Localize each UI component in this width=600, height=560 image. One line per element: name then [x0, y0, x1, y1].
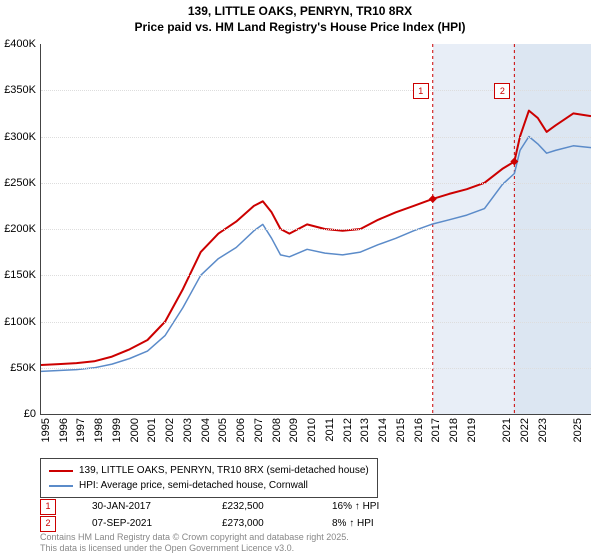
y-tick-label: £50K: [10, 362, 36, 374]
legend-swatch-hpi: [49, 485, 73, 487]
x-tick-label: 1996: [58, 418, 70, 442]
sale-price-1: £232,500: [222, 498, 332, 515]
x-tick-label: 2014: [377, 418, 389, 442]
sale-badge-1: 1: [40, 499, 56, 515]
footer-attribution: Contains HM Land Registry data © Crown c…: [40, 532, 349, 555]
grid-line: [41, 368, 591, 369]
x-tick-label: 2001: [146, 418, 158, 442]
x-tick-label: 2000: [129, 418, 141, 442]
legend-swatch-property: [49, 470, 73, 472]
x-tick-label: 2009: [288, 418, 300, 442]
footer-line-1: Contains HM Land Registry data © Crown c…: [40, 532, 349, 543]
x-tick-label: 2017: [430, 418, 442, 442]
legend-label-property: 139, LITTLE OAKS, PENRYN, TR10 8RX (semi…: [79, 463, 369, 478]
grid-line: [41, 183, 591, 184]
y-axis: £0£50K£100K£150K£200K£250K£300K£350K£400…: [0, 44, 40, 414]
x-tick-label: 1995: [40, 418, 52, 442]
sale-hpi-2: 8% ↑ HPI: [332, 515, 374, 532]
sale-price-2: £273,000: [222, 515, 332, 532]
legend-item-property: 139, LITTLE OAKS, PENRYN, TR10 8RX (semi…: [49, 463, 369, 478]
y-tick-label: £200K: [4, 223, 36, 235]
sales-table: 1 30-JAN-2017 £232,500 16% ↑ HPI 2 07-SE…: [40, 498, 379, 532]
title-line-2: Price paid vs. HM Land Registry's House …: [0, 20, 600, 36]
y-tick-label: £100K: [4, 316, 36, 328]
legend: 139, LITTLE OAKS, PENRYN, TR10 8RX (semi…: [40, 458, 378, 498]
legend-item-hpi: HPI: Average price, semi-detached house,…: [49, 478, 369, 493]
sale-row-1: 1 30-JAN-2017 £232,500 16% ↑ HPI: [40, 498, 379, 515]
x-tick-label: 2008: [271, 418, 283, 442]
sale-badge-2: 2: [40, 516, 56, 532]
chart-plot-area: 12: [40, 44, 591, 415]
y-tick-label: £150K: [4, 269, 36, 281]
y-tick-label: £250K: [4, 177, 36, 189]
grid-line: [41, 229, 591, 230]
y-tick-label: £400K: [4, 38, 36, 50]
x-tick-label: 2019: [466, 418, 478, 442]
x-tick-label: 1999: [111, 418, 123, 442]
x-tick-label: 2010: [306, 418, 318, 442]
marker-label: 1: [413, 83, 429, 99]
y-tick-label: £300K: [4, 131, 36, 143]
footer-line-2: This data is licensed under the Open Gov…: [40, 543, 349, 554]
grid-line: [41, 137, 591, 138]
x-tick-label: 2012: [342, 418, 354, 442]
x-tick-label: 2021: [501, 418, 513, 442]
x-tick-label: 2002: [164, 418, 176, 442]
sale-hpi-1: 16% ↑ HPI: [332, 498, 379, 515]
sale-date-1: 30-JAN-2017: [92, 498, 222, 515]
x-tick-label: 2023: [537, 418, 549, 442]
title-line-1: 139, LITTLE OAKS, PENRYN, TR10 8RX: [0, 4, 600, 20]
x-tick-label: 2018: [448, 418, 460, 442]
x-tick-label: 2011: [324, 418, 336, 442]
chart-title: 139, LITTLE OAKS, PENRYN, TR10 8RX Price…: [0, 0, 600, 37]
x-tick-label: 2016: [413, 418, 425, 442]
sale-date-2: 07-SEP-2021: [92, 515, 222, 532]
x-tick-label: 2007: [253, 418, 265, 442]
y-tick-label: £0: [24, 408, 36, 420]
x-tick-label: 2003: [182, 418, 194, 442]
legend-label-hpi: HPI: Average price, semi-detached house,…: [79, 478, 308, 493]
y-tick-label: £350K: [4, 84, 36, 96]
x-tick-label: 2005: [217, 418, 229, 442]
x-tick-label: 2006: [235, 418, 247, 442]
x-tick-label: 2004: [200, 418, 212, 442]
sale-row-2: 2 07-SEP-2021 £273,000 8% ↑ HPI: [40, 515, 379, 532]
x-tick-label: 1997: [75, 418, 87, 442]
x-tick-label: 2015: [395, 418, 407, 442]
x-tick-label: 1998: [93, 418, 105, 442]
grid-line: [41, 275, 591, 276]
x-tick-label: 2013: [359, 418, 371, 442]
marker-label: 2: [494, 83, 510, 99]
x-axis: 1995 1996 1997 1998 1999 2000 2001 2002 2003 2004…: [40, 414, 590, 454]
grid-line: [41, 322, 591, 323]
x-tick-label: 2022: [519, 418, 531, 442]
x-tick-label: 2025: [572, 418, 584, 442]
